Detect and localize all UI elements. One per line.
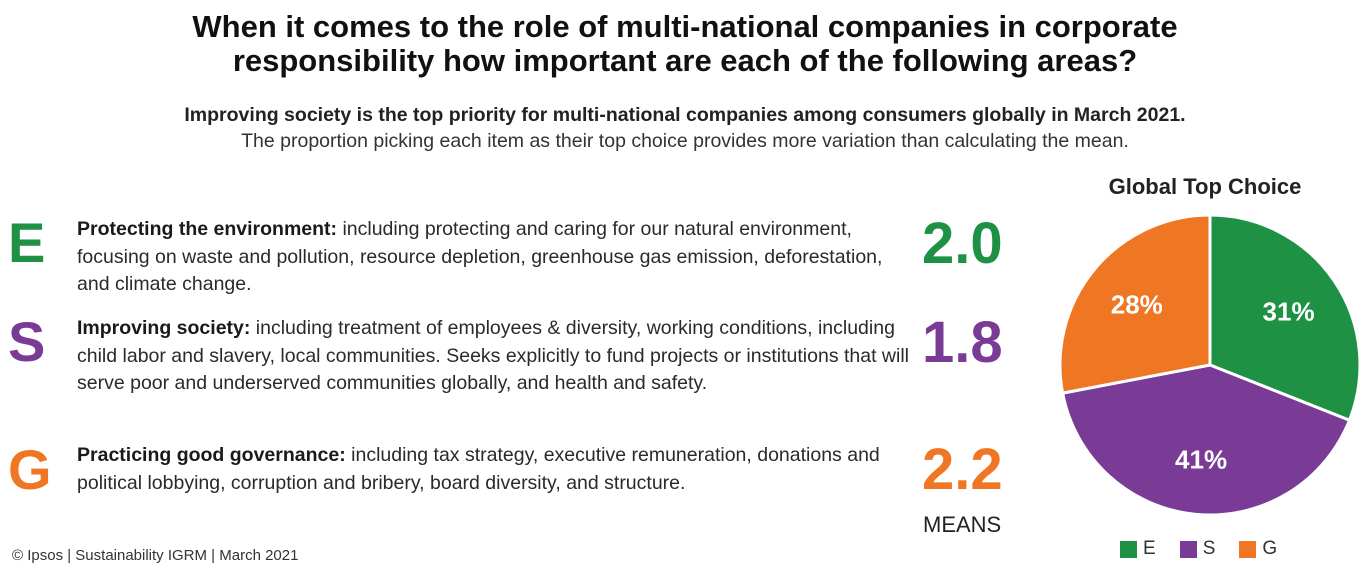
legend-label-g: G	[1262, 538, 1278, 559]
description-society: Improving society: including treatment o…	[77, 315, 912, 398]
title-line-1: When it comes to the role of multi-natio…	[192, 9, 1178, 44]
source-footer: © Ipsos | Sustainability IGRM | March 20…	[12, 547, 299, 564]
text-governance: including tax strategy, executive remune…	[77, 444, 880, 494]
pie-slice-g	[1058, 213, 1212, 395]
mean-environment: 2.0	[922, 211, 1003, 276]
legend: E S G	[1120, 538, 1277, 560]
legend-item-g: G	[1239, 538, 1277, 560]
pie-chart: 31% 41% 28%	[1058, 213, 1362, 517]
pie-title: Global Top Choice	[1108, 174, 1302, 199]
subtitle-line-2: The proportion picking each item as thei…	[241, 130, 1129, 152]
chart-title: When it comes to the role of multi-natio…	[0, 10, 1370, 78]
mean-governance: 2.2	[922, 437, 1003, 502]
pie-slice-e	[1208, 213, 1362, 422]
means-label: MEANS	[923, 512, 1002, 537]
letter-e: E	[8, 211, 46, 274]
legend-swatch-g	[1239, 540, 1257, 558]
lead-governance: Practicing good	[77, 444, 230, 466]
keyword-society: society:	[176, 317, 251, 339]
subtitle: Improving society is the top priority fo…	[0, 102, 1370, 154]
legend-swatch-e	[1120, 540, 1137, 558]
letter-g: G	[8, 438, 52, 501]
text-environment: including protecting and caring for our …	[77, 218, 883, 295]
title-line-2: responsibility how important are each of…	[232, 43, 1138, 78]
lead-environment: Protecting the	[77, 218, 214, 240]
legend-swatch-s	[1179, 540, 1197, 558]
legend-label-e: E	[1143, 538, 1156, 559]
pie-slice-s	[1061, 363, 1351, 517]
pie-label-e: 31%	[1263, 297, 1315, 327]
letter-s: S	[8, 310, 46, 373]
description-governance: Practicing good governance: including ta…	[77, 442, 912, 497]
legend-item-s: S	[1179, 538, 1216, 560]
legend-item-e: E	[1120, 538, 1156, 560]
lead-society: Improving	[77, 317, 177, 339]
keyword-governance: governance:	[229, 444, 346, 466]
pie-label-s: 41%	[1175, 445, 1227, 475]
text-society: including treatment of employees & diver…	[77, 317, 910, 394]
pie-label-g: 28%	[1111, 289, 1163, 319]
legend-label-s: S	[1202, 538, 1216, 559]
keyword-environment: environment:	[213, 218, 338, 240]
mean-society: 1.8	[922, 310, 1003, 375]
description-environment: Protecting the environment: including pr…	[77, 216, 912, 299]
subtitle-line-1: Improving society is the top priority fo…	[184, 104, 1186, 126]
